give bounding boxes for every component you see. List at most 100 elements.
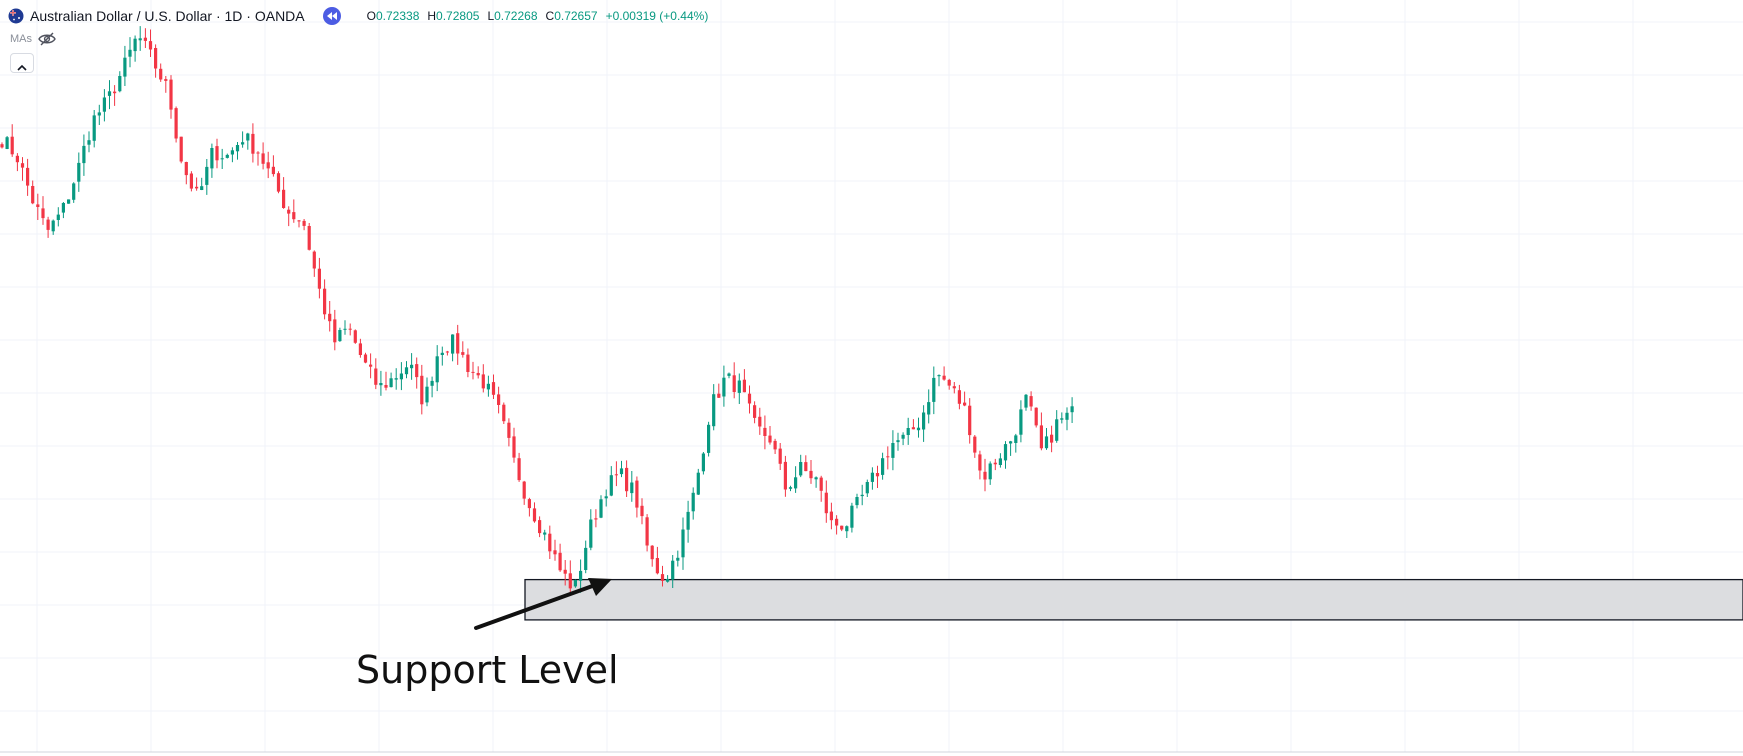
candle-body <box>993 462 997 465</box>
candle-body <box>256 152 260 154</box>
candle <box>0 142 4 149</box>
candle-body <box>927 402 931 415</box>
candle-body <box>82 145 86 164</box>
candle-body <box>200 186 204 190</box>
candle <box>1003 441 1008 469</box>
candle <box>466 348 470 378</box>
candle <box>363 352 368 364</box>
candle <box>963 391 967 407</box>
candle <box>148 29 153 57</box>
candle <box>845 525 849 538</box>
candle-body <box>113 91 117 94</box>
indicator-row: MAs <box>10 30 56 48</box>
candle <box>51 219 55 235</box>
candle <box>486 375 490 397</box>
candle <box>1029 391 1033 411</box>
candle <box>681 517 685 570</box>
candle <box>430 376 434 398</box>
candle-body <box>184 162 188 176</box>
candle-body <box>410 364 414 369</box>
candle <box>210 143 214 178</box>
candle-body <box>312 251 316 269</box>
candle-body <box>451 334 455 354</box>
candle-body <box>210 148 214 169</box>
candle <box>742 369 746 393</box>
candle <box>67 199 71 204</box>
open-value: 0.72338 <box>375 9 420 23</box>
candle <box>952 382 956 394</box>
candle <box>696 468 700 495</box>
candle-body <box>394 378 398 380</box>
candle-body <box>297 220 301 222</box>
candle-body <box>558 552 562 571</box>
candle <box>348 323 352 336</box>
candle <box>333 309 337 351</box>
candle-body <box>343 328 347 330</box>
candle-body <box>630 482 634 494</box>
candle-body <box>107 91 112 96</box>
candle-body <box>133 38 137 52</box>
candle <box>26 158 30 196</box>
candle-body <box>179 136 183 162</box>
candle-body <box>215 146 219 161</box>
collapse-button[interactable] <box>10 53 34 73</box>
candle-body <box>619 468 624 475</box>
candle-body <box>241 142 245 145</box>
candle <box>886 446 890 470</box>
candle-body <box>660 574 665 581</box>
candle <box>456 324 460 365</box>
eye-off-icon[interactable] <box>38 32 56 46</box>
candle <box>15 153 19 172</box>
candle-body <box>594 518 598 520</box>
candle <box>773 438 777 454</box>
candle-body <box>102 97 106 112</box>
candle-body <box>573 580 577 587</box>
candle-body <box>707 424 711 453</box>
candle <box>712 384 716 431</box>
candle <box>61 202 65 219</box>
candle-body <box>676 557 680 561</box>
candle <box>998 453 1002 468</box>
candle <box>287 206 291 227</box>
candle-body <box>154 48 158 69</box>
candle-body <box>1029 396 1033 407</box>
support-zone-rectangle[interactable] <box>524 578 1743 621</box>
candle <box>855 493 859 509</box>
candle <box>323 279 327 320</box>
candle <box>215 138 219 169</box>
candle <box>512 427 516 463</box>
candle-body <box>998 458 1002 465</box>
candle-body <box>645 517 649 546</box>
candle-body <box>169 79 173 110</box>
candle-body <box>963 402 967 406</box>
candle-body <box>425 386 429 403</box>
candle-body <box>947 379 951 386</box>
rewind-icon[interactable] <box>322 7 341 25</box>
candle-body <box>61 203 65 213</box>
candle-body <box>404 367 409 375</box>
candle <box>41 196 45 225</box>
annotation-arrow[interactable] <box>474 578 612 630</box>
candle-body <box>517 458 521 481</box>
candle <box>491 374 496 399</box>
candle <box>968 398 972 444</box>
candle-body <box>282 189 286 208</box>
candle-body <box>328 313 332 322</box>
candle-body <box>251 133 255 154</box>
candle-body <box>123 57 127 77</box>
candle-body <box>983 471 987 480</box>
candle <box>297 220 301 228</box>
candle-body <box>937 375 941 377</box>
symbol-title[interactable]: Australian Dollar / U.S. Dollar · 1D · O… <box>30 8 305 24</box>
candle <box>36 193 40 220</box>
support-level-label[interactable]: Support Level <box>356 648 619 692</box>
candle <box>1024 394 1028 411</box>
candle-body <box>1044 436 1049 449</box>
candle <box>783 455 787 497</box>
mas-label[interactable]: MAs <box>10 33 32 45</box>
candle-body <box>56 214 60 220</box>
candle-body <box>415 364 419 378</box>
candle-body <box>476 373 480 376</box>
candle <box>558 543 562 572</box>
